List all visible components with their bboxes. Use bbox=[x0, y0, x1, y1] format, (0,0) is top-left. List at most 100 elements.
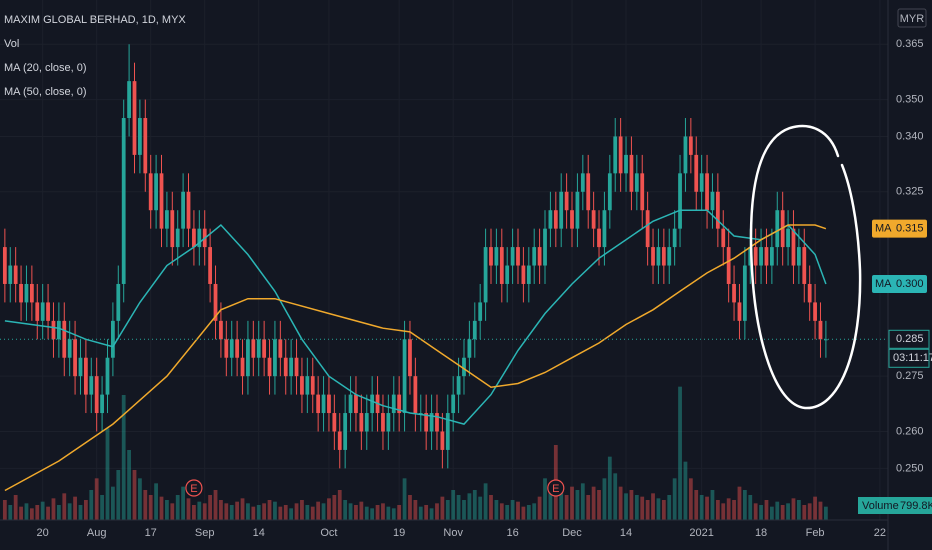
volume-bar bbox=[483, 483, 488, 520]
x-tick-label: 16 bbox=[506, 527, 518, 539]
candle-body bbox=[553, 210, 558, 229]
volume-bar bbox=[213, 490, 218, 520]
candle-body bbox=[667, 247, 672, 266]
candle-body bbox=[472, 320, 477, 340]
candle-body bbox=[537, 247, 542, 266]
volume-bar bbox=[240, 498, 245, 520]
x-tick-label: Oct bbox=[320, 527, 337, 539]
volume-bar bbox=[62, 493, 67, 520]
volume-bar bbox=[732, 500, 736, 520]
event-marker[interactable] bbox=[547, 479, 565, 497]
candle-body bbox=[678, 173, 682, 229]
volume-bar bbox=[748, 495, 753, 520]
volume-bar bbox=[435, 503, 439, 520]
volume-bar bbox=[429, 508, 434, 520]
volume-bar bbox=[256, 505, 261, 520]
candle-body bbox=[786, 228, 790, 248]
volume-bar bbox=[224, 503, 229, 520]
volume-bar bbox=[559, 486, 564, 520]
volume-bar bbox=[791, 498, 796, 520]
candle-body bbox=[764, 247, 769, 266]
volume-bar bbox=[759, 505, 763, 520]
candle-body bbox=[462, 357, 466, 377]
event-marker[interactable] bbox=[185, 479, 203, 497]
candle-body bbox=[35, 302, 40, 321]
volume-bar bbox=[823, 506, 828, 520]
volume-bar bbox=[89, 490, 94, 520]
volume-bar bbox=[634, 495, 639, 520]
y-tick-label: 0.275 bbox=[896, 370, 924, 382]
ma-badge-name: MA bbox=[875, 223, 892, 235]
candle-body bbox=[478, 302, 483, 321]
legend-volume: Vol bbox=[4, 38, 19, 50]
volume-bar bbox=[548, 490, 553, 520]
x-tick-label: Feb bbox=[806, 527, 825, 539]
candle-body bbox=[818, 320, 823, 340]
volume-bar bbox=[699, 495, 704, 520]
volume-bar bbox=[111, 486, 115, 520]
volume-bar bbox=[753, 503, 758, 520]
candle-body bbox=[451, 394, 456, 414]
candle-body bbox=[321, 394, 326, 414]
candle-body bbox=[440, 431, 445, 450]
candle-body bbox=[586, 173, 591, 211]
candle-body bbox=[24, 283, 29, 303]
volume-bar bbox=[786, 503, 790, 520]
candle-body bbox=[402, 339, 407, 414]
candle-body bbox=[332, 413, 337, 432]
volume-bar bbox=[818, 501, 823, 520]
volume-bar bbox=[526, 505, 531, 520]
candle-body bbox=[213, 283, 218, 321]
candle-body bbox=[78, 357, 83, 377]
candles bbox=[2, 44, 828, 469]
candle-body bbox=[283, 357, 288, 377]
volume-bar bbox=[116, 470, 121, 520]
chart-title: MAXIM GLOBAL BERHAD, 1D, MYX bbox=[4, 14, 186, 26]
candle-body bbox=[591, 210, 596, 229]
candle-body bbox=[51, 320, 56, 340]
candle-body bbox=[29, 283, 34, 303]
ma-line bbox=[4, 209, 827, 425]
volume-bar bbox=[796, 500, 801, 520]
volume-bar bbox=[813, 496, 817, 520]
candle-body bbox=[775, 210, 780, 248]
candle-body bbox=[418, 413, 423, 415]
ma-badge-value: 0.300 bbox=[896, 278, 924, 290]
countdown-badge bbox=[888, 348, 930, 368]
candle-body bbox=[343, 413, 348, 450]
volume-bar bbox=[602, 478, 607, 520]
volume-bar bbox=[397, 505, 402, 520]
x-tick-label: 2021 bbox=[689, 527, 713, 539]
candle-body bbox=[543, 228, 547, 266]
volume-bar bbox=[418, 506, 423, 520]
candle-body bbox=[688, 136, 693, 155]
candle-body bbox=[354, 394, 358, 414]
candle-body bbox=[273, 339, 277, 377]
candle-body bbox=[143, 118, 148, 174]
candle-body bbox=[618, 136, 623, 174]
candle-body bbox=[294, 357, 299, 377]
candle-body bbox=[229, 339, 234, 358]
candle-body bbox=[408, 339, 412, 377]
x-tick-label: Nov bbox=[443, 527, 463, 539]
volume-bar bbox=[94, 478, 99, 520]
volume-bar bbox=[586, 495, 591, 520]
countdown: 03:11:17 bbox=[893, 352, 932, 364]
candle-body bbox=[532, 247, 537, 266]
x-tick-label: Dec bbox=[562, 527, 582, 539]
volume-bar bbox=[440, 496, 445, 520]
volume-bar bbox=[273, 501, 277, 520]
volume-bar bbox=[413, 500, 418, 520]
ma-lines bbox=[4, 209, 827, 492]
volume-bar bbox=[494, 500, 499, 520]
volume-bar bbox=[170, 503, 175, 520]
volume-bar bbox=[607, 456, 612, 520]
candle-body bbox=[2, 247, 7, 284]
volume-bar bbox=[780, 505, 785, 520]
volume-bar bbox=[715, 500, 720, 520]
legend-ma20: MA (20, close, 0) bbox=[4, 62, 87, 74]
volume-bar bbox=[337, 490, 342, 520]
volume-bar bbox=[359, 501, 364, 520]
candle-body bbox=[661, 247, 666, 266]
